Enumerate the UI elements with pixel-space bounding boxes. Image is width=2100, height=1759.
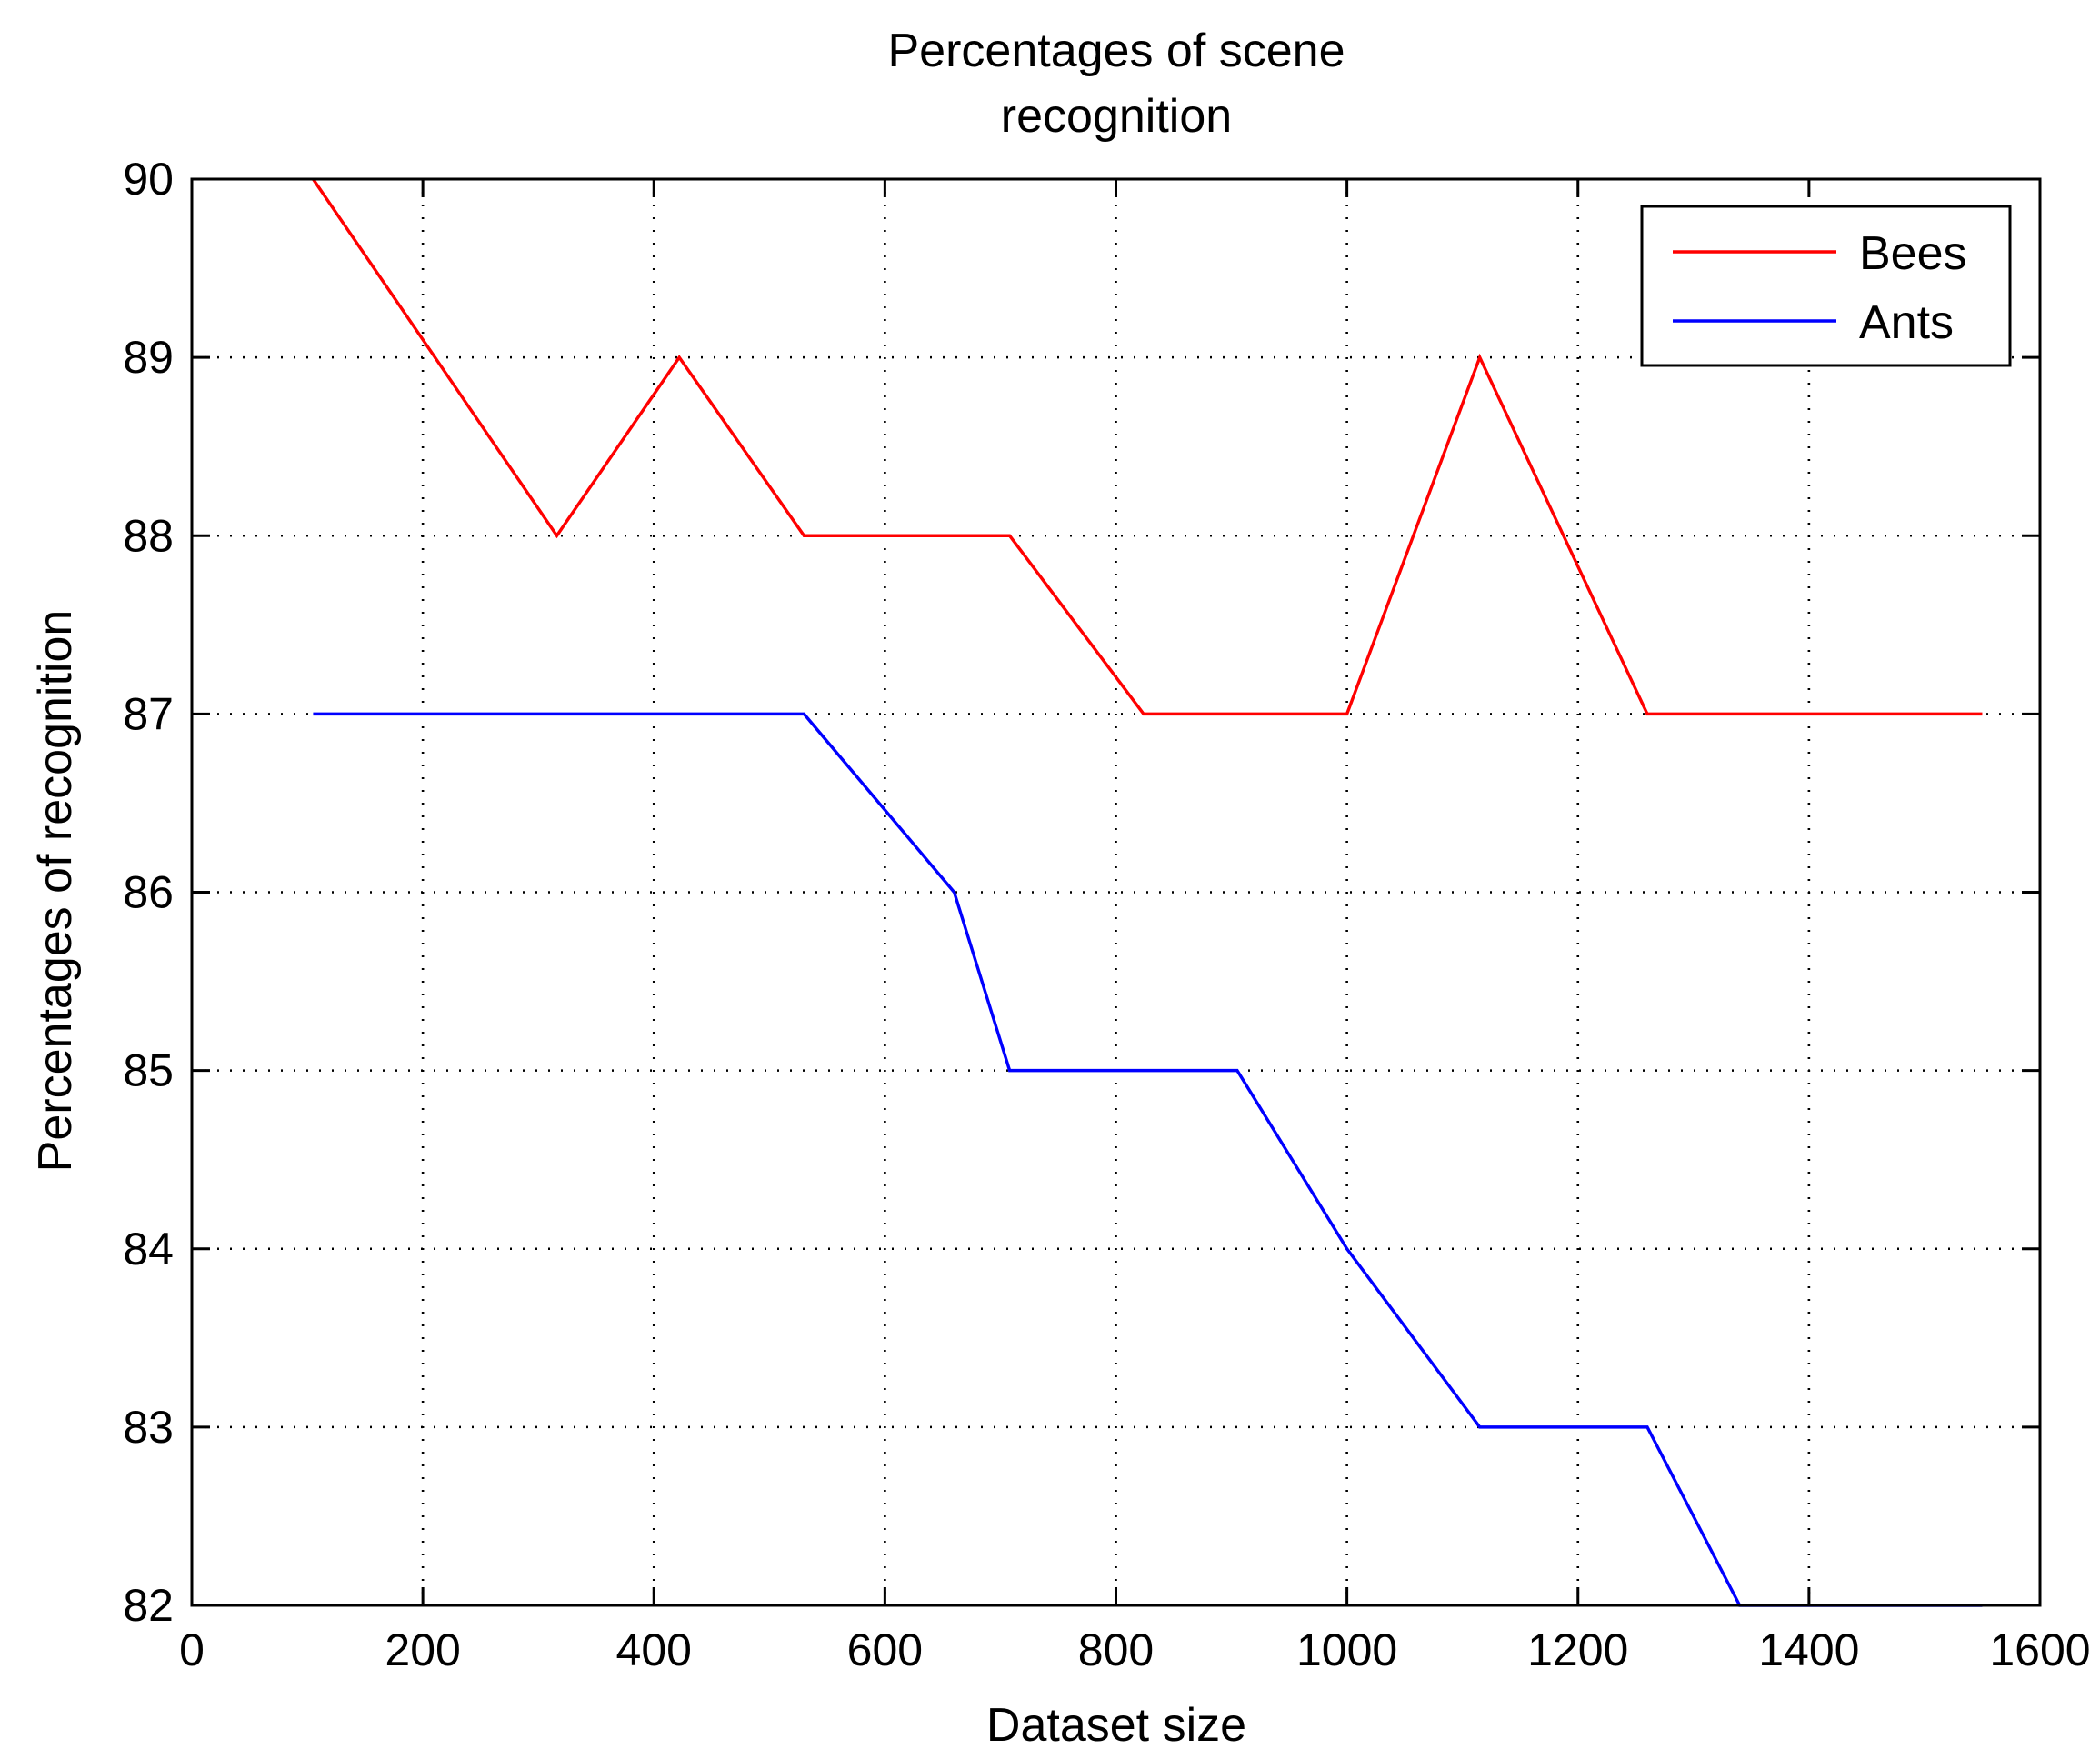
x-tick-label: 1400 [1758, 1624, 1859, 1675]
y-tick-label: 84 [123, 1224, 174, 1274]
chart-title-line-2: recognition [1001, 90, 1232, 143]
x-tick-label: 1200 [1527, 1624, 1628, 1675]
x-tick-label: 0 [179, 1624, 205, 1675]
tick-layer: 0 200 400 600 800 1000 1200 1400 1600 82 83 84 85 86 8… [123, 154, 2090, 1675]
legend-bees-label: Bees [1859, 227, 1967, 280]
grid-layer [192, 179, 2040, 1605]
x-tick-label: 400 [616, 1624, 692, 1675]
x-tick-label: 800 [1078, 1624, 1154, 1675]
legend-ants-label: Ants [1859, 296, 1954, 349]
legend: Bees Ants [1640, 205, 2012, 367]
legend-box [1640, 205, 2012, 367]
y-tick-label: 88 [123, 510, 174, 561]
y-axis-label: Percentages of recognition [29, 610, 82, 1173]
y-tick-label: 83 [123, 1402, 174, 1453]
y-tick-label: 82 [123, 1580, 174, 1631]
x-axis-label: Dataset size [986, 1699, 1246, 1752]
y-tick-label: 90 [123, 154, 174, 205]
x-tick-label: 1600 [1989, 1624, 2090, 1675]
x-tick-label: 600 [847, 1624, 923, 1675]
series-line-bees [312, 178, 1983, 716]
series-line-ants [313, 712, 1983, 1607]
chart-title-line-1: Percentages of scene [888, 25, 1345, 77]
y-tick-label: 86 [123, 867, 174, 918]
y-tick-label: 85 [123, 1045, 174, 1096]
y-tick-label: 87 [123, 688, 174, 739]
x-tick-label: 1000 [1296, 1624, 1397, 1675]
x-tick-label: 200 [385, 1624, 460, 1675]
y-tick-label: 89 [123, 332, 174, 383]
series-layer [312, 178, 1983, 1607]
